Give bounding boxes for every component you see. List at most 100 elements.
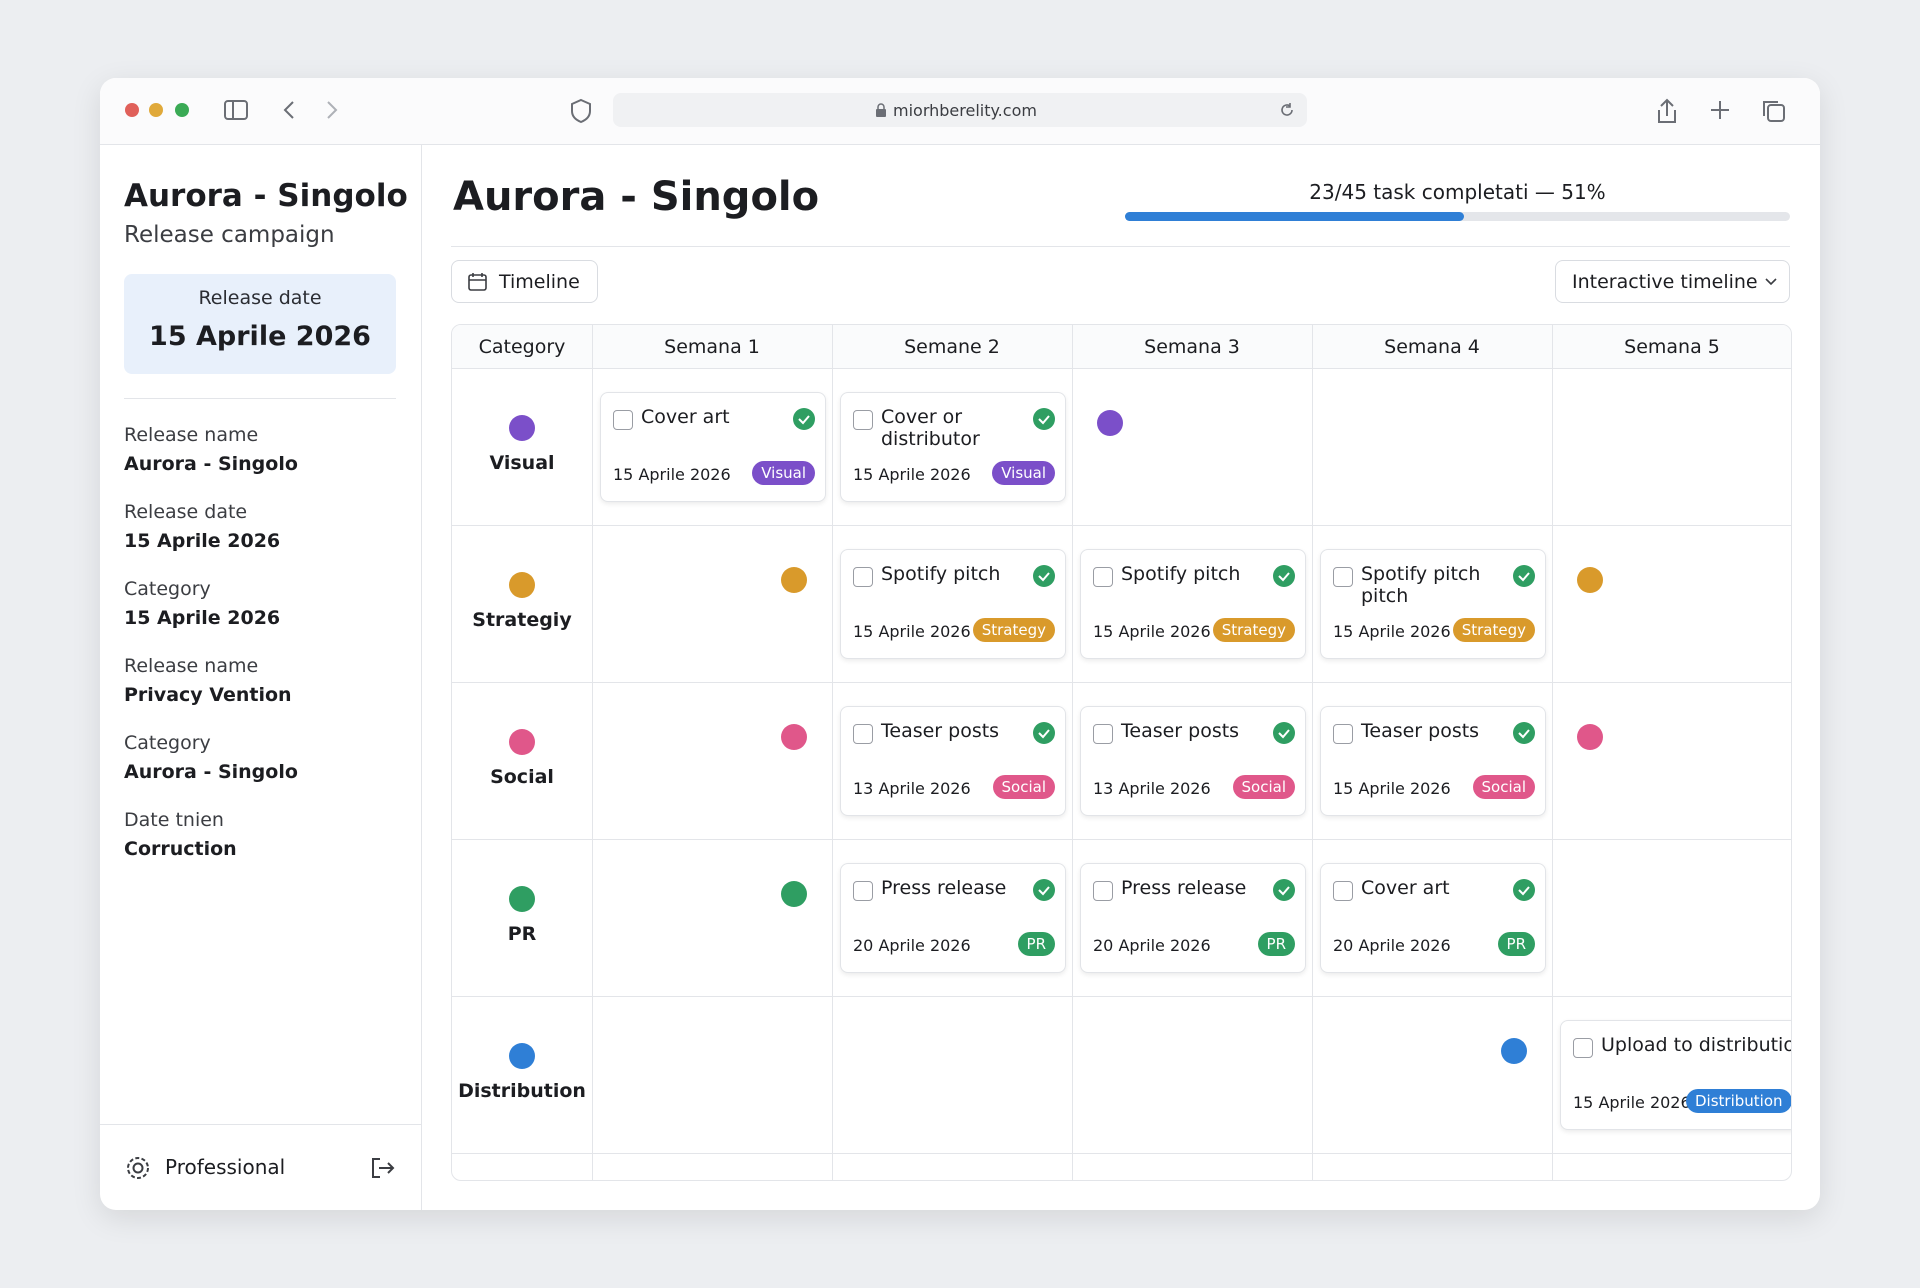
progress-track xyxy=(1125,212,1790,221)
task-card[interactable]: Press release 20 Aprile 2026 PR xyxy=(1080,863,1306,973)
task-card[interactable]: Upload to distribution 15 Aprile 2026 Dist… xyxy=(1560,1020,1792,1130)
task-card[interactable]: Cover or distributor 15 Aprile 2026 Visual xyxy=(840,392,1066,502)
done-check[interactable] xyxy=(1033,408,1055,430)
task-card[interactable]: Cover art 20 Aprile 2026 PR xyxy=(1320,863,1546,973)
progress-fill xyxy=(1125,212,1465,221)
task-tag: PR xyxy=(1497,932,1535,956)
done-check[interactable] xyxy=(1513,565,1535,587)
sidebar-divider xyxy=(124,398,396,399)
task-checkbox[interactable] xyxy=(613,410,633,430)
task-card[interactable]: Cover art 15 Aprile 2026 Visual xyxy=(600,392,826,502)
toolbar-icons xyxy=(125,98,1785,124)
timeline-grid: Category Semana 1 Semane 2 Semana 3 Semana 4… xyxy=(451,324,1792,1181)
task-date: 20 Aprile 2026 xyxy=(1333,936,1451,955)
browser-toolbar: miorhberelity.com xyxy=(100,78,1820,145)
task-card[interactable]: Teaser posts 13 Aprile 2026 Social xyxy=(1080,706,1306,816)
chevron-icon xyxy=(1765,278,1777,286)
task-tag: Strategy xyxy=(1452,618,1535,642)
lock-icon xyxy=(876,103,886,117)
done-check[interactable] xyxy=(1273,722,1295,744)
column-header: Semana 1 xyxy=(664,336,760,358)
done-check[interactable] xyxy=(1273,565,1295,587)
task-checkbox[interactable] xyxy=(1093,881,1113,901)
timeline-button[interactable]: Timeline xyxy=(451,260,598,303)
done-check[interactable] xyxy=(793,408,815,430)
task-title: Teaser posts xyxy=(1121,720,1240,742)
task-tag: PR xyxy=(1017,932,1055,956)
task-card[interactable]: Spotify pitch pitch 15 Aprile 2026 Strateg… xyxy=(1320,549,1546,659)
task-checkbox[interactable] xyxy=(1573,1038,1593,1058)
forward-button[interactable] xyxy=(327,101,338,119)
category-label: PR xyxy=(507,923,537,945)
task-title: Press release xyxy=(1121,877,1247,899)
task-checkbox[interactable] xyxy=(853,567,873,587)
header-divider xyxy=(451,246,1790,247)
task-tag: Visual xyxy=(752,461,815,485)
view-select-label: Interactive timeline xyxy=(1572,271,1758,293)
task-title: Teaser posts xyxy=(881,720,1000,742)
share-button[interactable] xyxy=(1658,98,1676,123)
task-tag: Social xyxy=(1472,775,1535,799)
field-label: Category xyxy=(124,732,211,754)
done-check[interactable] xyxy=(1033,565,1055,587)
check-icon xyxy=(1278,886,1290,896)
task-checkbox[interactable] xyxy=(1333,567,1353,587)
timeline-dot xyxy=(781,881,807,907)
reload-button[interactable] xyxy=(1278,101,1296,119)
row-divider xyxy=(452,525,1791,526)
logout-button[interactable] xyxy=(368,1154,396,1182)
close-button[interactable] xyxy=(125,103,139,117)
task-checkbox[interactable] xyxy=(853,410,873,430)
timeline-dot xyxy=(1577,567,1603,593)
task-checkbox[interactable] xyxy=(1093,567,1113,587)
task-checkbox[interactable] xyxy=(1093,724,1113,744)
plan-label: Professional xyxy=(165,1155,286,1179)
task-checkbox[interactable] xyxy=(1333,724,1353,744)
tabs-button[interactable] xyxy=(1767,104,1785,122)
task-title: Upload to distribution xyxy=(1601,1034,1792,1056)
new-tab-button[interactable] xyxy=(1711,101,1729,119)
sidebar-toggle[interactable] xyxy=(224,100,248,120)
timeline-dot xyxy=(781,567,807,593)
field-label: Release name xyxy=(124,424,259,446)
minimize-button[interactable] xyxy=(149,103,163,117)
task-card[interactable]: Spotify pitch 15 Aprile 2026 Strategy xyxy=(840,549,1066,659)
task-card[interactable]: Teaser posts 15 Aprile 2026 Social xyxy=(1320,706,1546,816)
zoom-button[interactable] xyxy=(175,103,189,117)
field-value: Privacy Vention xyxy=(124,684,292,706)
timeline-dot xyxy=(1501,1038,1527,1064)
task-checkbox[interactable] xyxy=(1333,881,1353,901)
timeline-button-label: Timeline xyxy=(499,271,580,293)
task-date: 13 Aprile 2026 xyxy=(1093,779,1211,798)
done-check[interactable] xyxy=(1033,722,1055,744)
view-select[interactable]: Interactive timeline xyxy=(1555,260,1790,303)
check-icon xyxy=(1038,415,1050,425)
field-label: Category xyxy=(124,578,211,600)
done-check[interactable] xyxy=(1513,722,1535,744)
check-icon xyxy=(1038,572,1050,582)
task-checkbox[interactable] xyxy=(853,881,873,901)
check-icon xyxy=(1518,729,1530,739)
task-tag: Strategy xyxy=(1212,618,1295,642)
task-title: Cover art xyxy=(641,406,730,428)
task-card[interactable]: Press release 20 Aprile 2026 PR xyxy=(840,863,1066,973)
column-header: Semana 4 xyxy=(1384,336,1480,358)
settings-icon[interactable] xyxy=(124,1154,152,1182)
task-date: 15 Aprile 2026 xyxy=(1333,622,1451,641)
back-button[interactable] xyxy=(283,101,294,119)
done-check[interactable] xyxy=(1273,879,1295,901)
task-tag: Social xyxy=(992,775,1055,799)
footer-divider xyxy=(100,1124,421,1125)
task-checkbox[interactable] xyxy=(853,724,873,744)
field-value: Aurora - Singolo xyxy=(124,453,298,475)
task-tag: Distribution xyxy=(1686,1089,1791,1113)
task-card[interactable]: Teaser posts 13 Aprile 2026 Social xyxy=(840,706,1066,816)
task-card[interactable]: Spotify pitch 15 Aprile 2026 Strategy xyxy=(1080,549,1306,659)
page-title: Aurora - Singolo xyxy=(453,174,820,220)
address-bar[interactable]: miorhberelity.com xyxy=(613,93,1307,127)
check-icon xyxy=(1278,572,1290,582)
field-value: Aurora - Singolo xyxy=(124,761,298,783)
done-check[interactable] xyxy=(1033,879,1055,901)
done-check[interactable] xyxy=(1513,879,1535,901)
category-dot xyxy=(509,415,535,441)
